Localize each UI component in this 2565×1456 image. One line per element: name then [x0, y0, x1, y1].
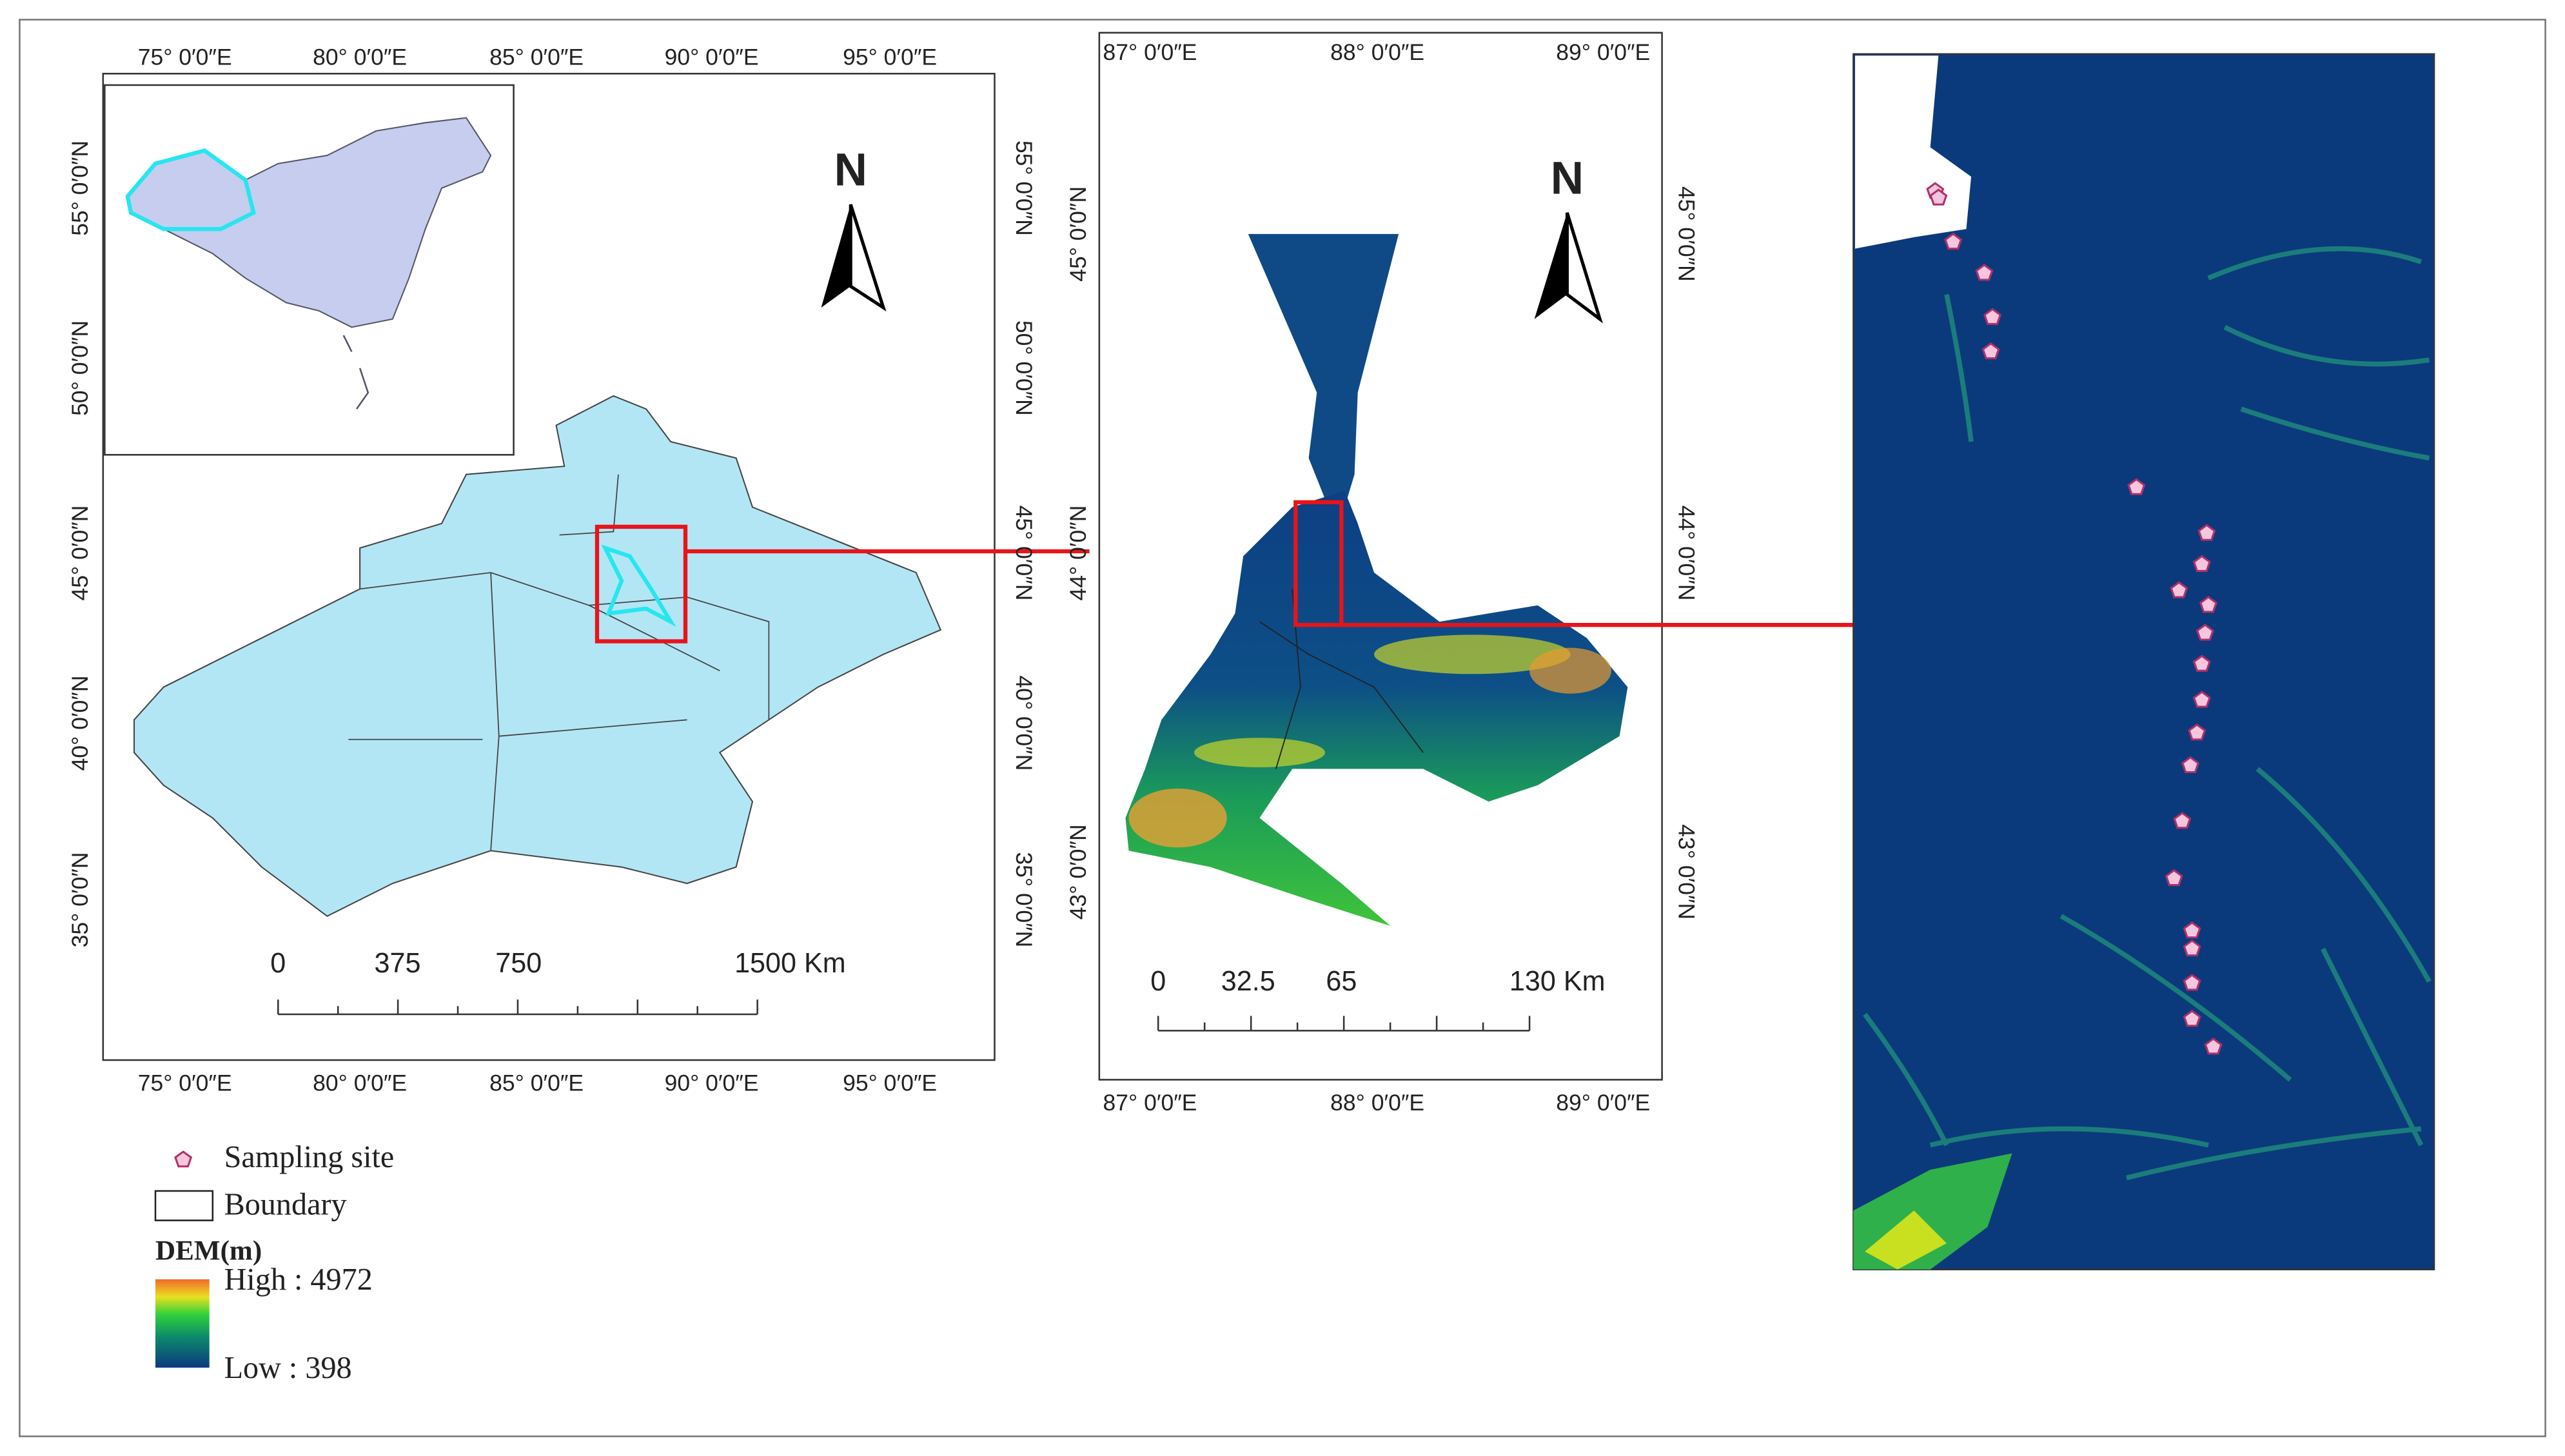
scale-label: 0 [270, 948, 286, 979]
lat-label: 35° 0′0″N [67, 852, 93, 947]
sampling-site [2127, 478, 2146, 495]
lon-label: 87° 0′0″E [1103, 1090, 1197, 1116]
legend-high: High : 4972 [224, 1263, 373, 1297]
north-label: N [1551, 153, 1584, 204]
sampling-site [2165, 869, 2183, 887]
sampling-site [2192, 654, 2211, 672]
scale-label: 0 [1150, 966, 1166, 997]
panel-overview: N [102, 72, 1090, 1061]
scale-label: 130 Km [1509, 966, 1606, 997]
outer-border [19, 19, 2546, 1437]
sampling-site [2199, 596, 2217, 613]
lon-label: 88° 0′0″E [1330, 39, 1424, 65]
lon-label: 90° 0′0″E [665, 1070, 759, 1096]
lat-label: 43° 0′0″N [1674, 824, 1700, 920]
lat-label: 45° 0′0″N [1674, 186, 1700, 282]
scale-label: 375 [375, 948, 421, 979]
lat-label: 40° 0′0″N [1011, 675, 1037, 771]
scale-label: 32.5 [1221, 966, 1275, 997]
lon-label: 90° 0′0″E [665, 44, 759, 70]
lat-label: 45° 0′0″N [1065, 186, 1091, 282]
sampling-site [2192, 555, 2211, 572]
lon-label: 80° 0′0″E [313, 44, 407, 70]
sampling-site [1975, 264, 1994, 281]
sampling-site [2183, 974, 2201, 991]
lon-label: 95° 0′0″E [843, 44, 937, 70]
lat-label: 50° 0′0″N [1011, 320, 1037, 416]
sampling-site [1929, 188, 1948, 206]
lat-label: 45° 0′0″N [1011, 506, 1037, 601]
lon-label: 89° 0′0″E [1556, 39, 1650, 65]
lat-label: 44° 0′0″N [1674, 506, 1700, 601]
lat-label: 50° 0′0″N [67, 320, 93, 416]
sampling-site [2181, 756, 2200, 774]
lon-label: 85° 0′0″E [489, 1070, 584, 1096]
sampling-site [1983, 308, 2002, 325]
legend-sampling: Sampling site [224, 1140, 395, 1174]
sampling-site [1944, 232, 1963, 250]
lon-label: 95° 0′0″E [843, 1070, 937, 1096]
lon-label: 75° 0′0″E [138, 44, 232, 70]
scale-label: 1500 Km [734, 948, 846, 979]
sampling-site [2188, 723, 2206, 741]
lon-label: 80° 0′0″E [313, 1070, 407, 1096]
legend-low: Low : 398 [224, 1351, 352, 1385]
sampling-site [2196, 624, 2214, 641]
lon-label: 75° 0′0″E [138, 1070, 232, 1096]
north-label: N [834, 145, 867, 196]
sampling-site [2197, 524, 2216, 541]
lon-label: 88° 0′0″E [1330, 1090, 1424, 1116]
legend-dem-title: DEM(m) [155, 1235, 262, 1266]
lat-label: 55° 0′0″N [67, 141, 93, 236]
lon-label: 85° 0′0″E [489, 44, 584, 70]
scale-label: 750 [495, 948, 542, 979]
sampling-site [2204, 1038, 2223, 1055]
sampling-site [2192, 691, 2211, 708]
lat-label: 55° 0′0″N [1011, 141, 1037, 236]
legend: Sampling site Boundary DEM(m) High : 497… [154, 1140, 395, 1385]
sampling-site [2183, 1010, 2201, 1027]
lat-label: 35° 0′0″N [1011, 852, 1037, 947]
panel-detail [1853, 53, 2435, 1271]
lat-label: 44° 0′0″N [1065, 506, 1091, 601]
legend-boundary: Boundary [224, 1187, 347, 1221]
lon-label: 89° 0′0″E [1556, 1090, 1650, 1116]
sampling-site [2183, 921, 2201, 939]
lat-label: 40° 0′0″N [67, 675, 93, 771]
sampling-site [2183, 939, 2201, 957]
sampling-site [1981, 342, 2000, 360]
legend-site-icon [174, 1150, 193, 1168]
lat-label: 43° 0′0″N [1065, 824, 1091, 920]
sampling-site [2170, 581, 2188, 598]
lon-label: 87° 0′0″E [1103, 39, 1197, 65]
sampling-site [2173, 812, 2192, 829]
lat-label: 45° 0′0″N [67, 506, 93, 601]
panel-dem: N [1098, 32, 1854, 1081]
scale-label: 65 [1326, 966, 1357, 997]
